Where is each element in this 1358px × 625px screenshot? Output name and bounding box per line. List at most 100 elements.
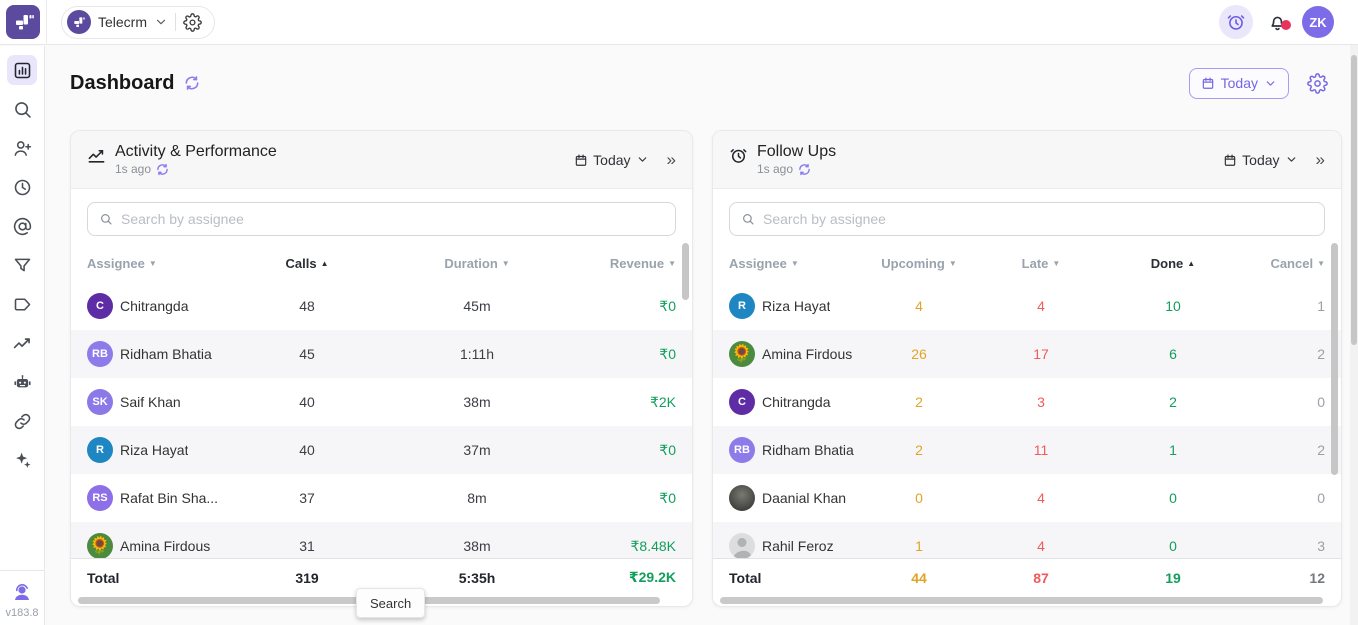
chevron-down-icon: [156, 19, 166, 25]
activity-performance-card: Activity & Performance 1s ago Today » As…: [70, 130, 693, 607]
avatar: [729, 485, 755, 511]
calls-cell: 40: [299, 394, 315, 410]
total-label: Total: [729, 569, 762, 586]
refresh-icon[interactable]: [156, 163, 169, 176]
search-icon: [14, 101, 31, 118]
revenue-cell: ₹8.48K: [630, 537, 677, 554]
expand-icon[interactable]: »: [666, 150, 676, 169]
column-header-late[interactable]: Late: [977, 256, 1105, 271]
support-agent-icon[interactable]: [10, 580, 34, 604]
page-header: Dashboard Today: [70, 66, 1328, 100]
reminders-button[interactable]: [1219, 5, 1253, 39]
table-row[interactable]: R Riza Hayat 40 37m ₹0: [71, 426, 692, 474]
sidebar-item-integrations[interactable]: [7, 406, 37, 436]
revenue-cell: ₹2K: [649, 393, 676, 410]
column-header-done[interactable]: Done: [1105, 256, 1241, 271]
sidebar: v183.8: [0, 46, 45, 625]
cancel-cell: 1: [1317, 298, 1325, 314]
browser-scrollbar-thumb[interactable]: [1351, 55, 1357, 345]
date-filter-label: Today: [1220, 75, 1258, 91]
topbar: Telecrm ZK: [0, 0, 1358, 45]
card-title: Activity & Performance: [115, 143, 277, 160]
table-row[interactable]: R Riza Hayat 4 4 10 1: [713, 282, 1341, 330]
workspace-switcher[interactable]: Telecrm: [61, 5, 216, 39]
assignee-search-input[interactable]: [121, 211, 664, 227]
table-row[interactable]: 🌻 Amina Firdous 26 17 6 2: [713, 330, 1341, 378]
card-header: Follow Ups 1s ago Today »: [713, 131, 1341, 189]
assignee-name: Chitrangda: [120, 298, 189, 314]
funnel-icon: [14, 258, 30, 271]
table-row[interactable]: 🌻 Amina Firdous 31 38m ₹8.48K: [71, 522, 692, 558]
table-row[interactable]: RS Rafat Bin Sha... 37 8m ₹0: [71, 474, 692, 522]
table-row[interactable]: Daanial Khan 0 4 0 0: [713, 474, 1341, 522]
column-header-upcoming[interactable]: Upcoming: [861, 256, 977, 271]
upcoming-cell: 2: [915, 442, 923, 458]
avatar: 🌻: [87, 533, 113, 558]
user-avatar[interactable]: ZK: [1302, 6, 1334, 38]
sidebar-item-analytics[interactable]: [7, 328, 37, 358]
refresh-icon[interactable]: [184, 75, 200, 91]
table-row[interactable]: RB Ridham Bhatia 2 11 1 2: [713, 426, 1341, 474]
duration-cell: 45m: [463, 298, 491, 314]
calls-cell: 37: [299, 490, 315, 506]
dashboard-settings-icon[interactable]: [1307, 72, 1328, 94]
sidebar-item-recent[interactable]: [7, 172, 37, 202]
assignee-cell: R Riza Hayat: [729, 293, 861, 319]
column-header-duration[interactable]: Duration: [377, 256, 577, 271]
sidebar-item-filters[interactable]: [7, 250, 37, 280]
table-row[interactable]: RB Ridham Bhatia 45 1:11h ₹0: [71, 330, 692, 378]
table-row[interactable]: Rahil Feroz 1 4 0 3: [713, 522, 1341, 558]
table-row[interactable]: C Chitrangda 48 45m ₹0: [71, 282, 692, 330]
sidebar-item-add-user[interactable]: [7, 133, 37, 163]
assignee-name: Riza Hayat: [762, 298, 831, 314]
total-label: Total: [87, 569, 120, 586]
refresh-icon[interactable]: [798, 163, 811, 176]
cancel-cell: 2: [1317, 442, 1325, 458]
late-cell: 4: [1037, 538, 1045, 554]
done-cell: 0: [1169, 490, 1177, 506]
column-header-revenue[interactable]: Revenue: [577, 256, 676, 271]
cancel-cell: 3: [1317, 538, 1325, 554]
upcoming-cell: 1: [915, 538, 923, 554]
column-header-assignee[interactable]: Assignee: [87, 256, 237, 271]
notifications-button[interactable]: [1267, 12, 1291, 33]
assignee-search-input[interactable]: [763, 211, 1313, 227]
sidebar-item-ai-assist[interactable]: [7, 445, 37, 475]
duration-cell: 38m: [463, 394, 491, 410]
sidebar-item-dashboard[interactable]: [7, 55, 37, 85]
workspace-settings-icon[interactable]: [183, 12, 202, 32]
table-row[interactable]: C Chitrangda 2 3 2 0: [713, 378, 1341, 426]
expand-icon[interactable]: »: [1315, 150, 1325, 169]
search-tooltip: Search: [356, 588, 426, 618]
column-header-cancel[interactable]: Cancel: [1241, 256, 1325, 271]
table-row[interactable]: SK Saif Khan 40 38m ₹2K: [71, 378, 692, 426]
scrollbar-thumb[interactable]: [720, 597, 1323, 604]
app-logo[interactable]: [6, 5, 40, 39]
assignee-name: Saif Khan: [120, 394, 181, 410]
card-title: Follow Ups: [757, 143, 837, 160]
calendar-icon: [1224, 153, 1236, 166]
card-date-filter[interactable]: Today: [1223, 152, 1297, 168]
date-filter-button[interactable]: Today: [1188, 67, 1289, 99]
sidebar-item-tags[interactable]: [7, 289, 37, 319]
assignee-cell: R Riza Hayat: [87, 437, 237, 463]
last-updated: 1s ago: [757, 162, 794, 176]
assignee-cell: C Chitrangda: [729, 389, 861, 415]
column-header-assignee[interactable]: Assignee: [729, 256, 861, 271]
upcoming-cell: 4: [915, 298, 923, 314]
assignee-name: Ridham Bhatia: [762, 442, 854, 458]
assignee-name: Rafat Bin Sha...: [120, 490, 219, 506]
vertical-scrollbar-thumb[interactable]: [1331, 243, 1338, 475]
sidebar-footer: v183.8: [0, 570, 44, 625]
vertical-scrollbar-thumb[interactable]: [682, 243, 689, 300]
calls-cell: 48: [299, 298, 315, 314]
column-header-calls[interactable]: Calls: [237, 256, 377, 271]
follow-ups-card: Follow Ups 1s ago Today » Assignee Upcom…: [712, 130, 1342, 607]
card-date-filter[interactable]: Today: [574, 152, 648, 168]
avatar: RB: [729, 437, 755, 463]
revenue-cell: ₹0: [659, 345, 676, 362]
assignee-cell: 🌻 Amina Firdous: [729, 341, 861, 367]
sidebar-item-mentions[interactable]: [7, 211, 37, 241]
sidebar-item-search[interactable]: [7, 94, 37, 124]
sidebar-item-bot[interactable]: [7, 367, 37, 397]
